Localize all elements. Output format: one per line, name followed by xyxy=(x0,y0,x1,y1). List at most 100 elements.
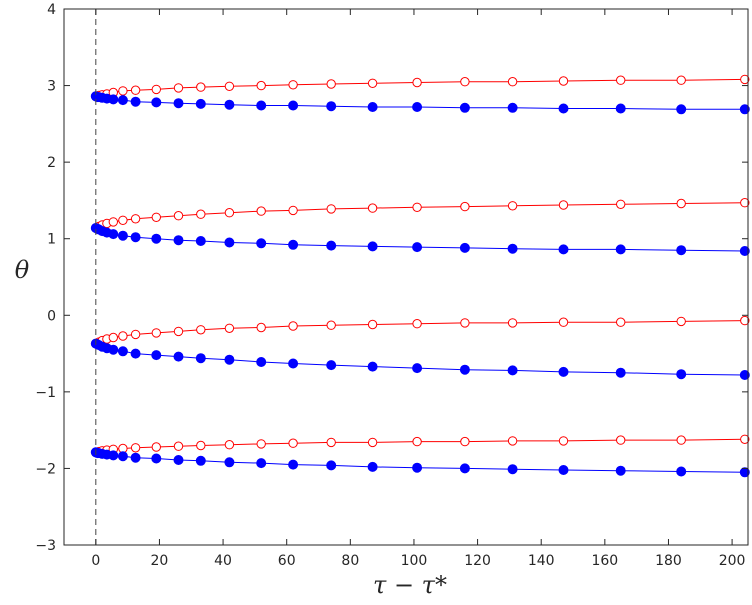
data-point xyxy=(676,75,686,85)
series-7 xyxy=(90,447,750,478)
series-6 xyxy=(91,434,750,457)
series-4 xyxy=(91,315,750,349)
data-point xyxy=(460,77,470,87)
data-point xyxy=(151,233,162,244)
x-tick-label: 160 xyxy=(591,553,618,569)
data-point xyxy=(196,440,206,451)
data-point xyxy=(412,363,423,374)
data-point xyxy=(412,319,422,329)
data-point xyxy=(616,75,626,85)
data-point xyxy=(326,360,337,371)
data-point xyxy=(173,455,184,465)
x-tick-label: 0 xyxy=(91,553,100,569)
data-point xyxy=(558,366,569,377)
data-point xyxy=(288,459,299,470)
data-point xyxy=(224,323,235,333)
data-point xyxy=(288,321,298,331)
data-point xyxy=(676,245,687,256)
data-point xyxy=(195,353,206,364)
data-point xyxy=(151,350,162,361)
y-axis-label: θ xyxy=(15,256,30,284)
data-point xyxy=(558,465,569,475)
data-point xyxy=(130,452,141,463)
data-point xyxy=(739,370,750,380)
series-5 xyxy=(90,338,750,380)
series-1 xyxy=(90,91,750,115)
data-point xyxy=(117,451,128,462)
data-point xyxy=(173,98,184,109)
data-point xyxy=(256,357,267,367)
data-point xyxy=(173,83,184,93)
data-point xyxy=(326,460,337,471)
data-point xyxy=(740,74,750,85)
data-point xyxy=(224,457,235,468)
data-point xyxy=(151,328,162,338)
data-point xyxy=(616,435,626,445)
data-point xyxy=(459,102,470,113)
data-point xyxy=(288,358,299,369)
data-point xyxy=(118,331,128,341)
data-point xyxy=(326,204,336,214)
data-point xyxy=(676,369,687,380)
data-point xyxy=(412,102,423,112)
data-point xyxy=(173,326,184,337)
data-point xyxy=(224,99,235,110)
data-point xyxy=(412,242,423,253)
data-point xyxy=(507,201,518,211)
data-point xyxy=(615,103,626,114)
data-point xyxy=(616,317,626,327)
data-point xyxy=(130,85,141,95)
data-point xyxy=(739,246,750,256)
data-point xyxy=(224,440,235,450)
axes-layer: 0 20 40 60 80 100 120 140 160 180 200 −3 −2 −1 0 1 2 3 4 xyxy=(35,2,749,569)
data-point xyxy=(288,239,299,250)
data-point xyxy=(615,367,626,378)
data-point xyxy=(460,318,470,328)
y-tick-label: 3 xyxy=(47,79,56,95)
data-point xyxy=(288,80,298,90)
data-point xyxy=(558,244,569,255)
data-point xyxy=(459,242,470,253)
data-point xyxy=(117,346,128,357)
data-point xyxy=(459,364,470,375)
data-point xyxy=(288,100,299,111)
x-tick-label: 80 xyxy=(341,553,359,569)
y-tick-label: 2 xyxy=(47,155,56,171)
data-point xyxy=(367,319,378,330)
data-point xyxy=(740,434,750,444)
data-point xyxy=(118,86,128,96)
x-tick-label: 200 xyxy=(719,553,746,569)
y-tick-label: −1 xyxy=(35,385,56,401)
data-point xyxy=(507,365,518,376)
data-point xyxy=(616,199,626,210)
data-point xyxy=(460,436,470,447)
data-point xyxy=(130,329,141,340)
data-point xyxy=(367,461,378,472)
data-point xyxy=(195,455,206,466)
data-point xyxy=(196,325,206,335)
data-point xyxy=(256,322,266,333)
data-point xyxy=(108,217,119,227)
series-layer xyxy=(90,74,750,478)
data-point xyxy=(676,198,686,209)
data-point xyxy=(412,462,423,473)
data-point xyxy=(117,230,128,241)
series-0 xyxy=(91,74,750,102)
data-point xyxy=(130,96,141,107)
data-point xyxy=(507,77,518,87)
data-point xyxy=(558,436,569,446)
data-point xyxy=(224,237,235,248)
plot-frame xyxy=(63,8,749,546)
data-point xyxy=(151,212,162,223)
data-point xyxy=(507,436,518,446)
data-point xyxy=(224,354,235,365)
data-point xyxy=(173,441,184,451)
data-point xyxy=(195,98,206,109)
data-point xyxy=(224,208,235,218)
x-tick-label: 100 xyxy=(401,553,428,569)
data-point xyxy=(256,439,266,449)
y-tick-label: 0 xyxy=(47,308,56,324)
y-tick-label: 1 xyxy=(47,232,56,248)
data-point xyxy=(256,458,267,469)
data-point xyxy=(173,235,184,246)
